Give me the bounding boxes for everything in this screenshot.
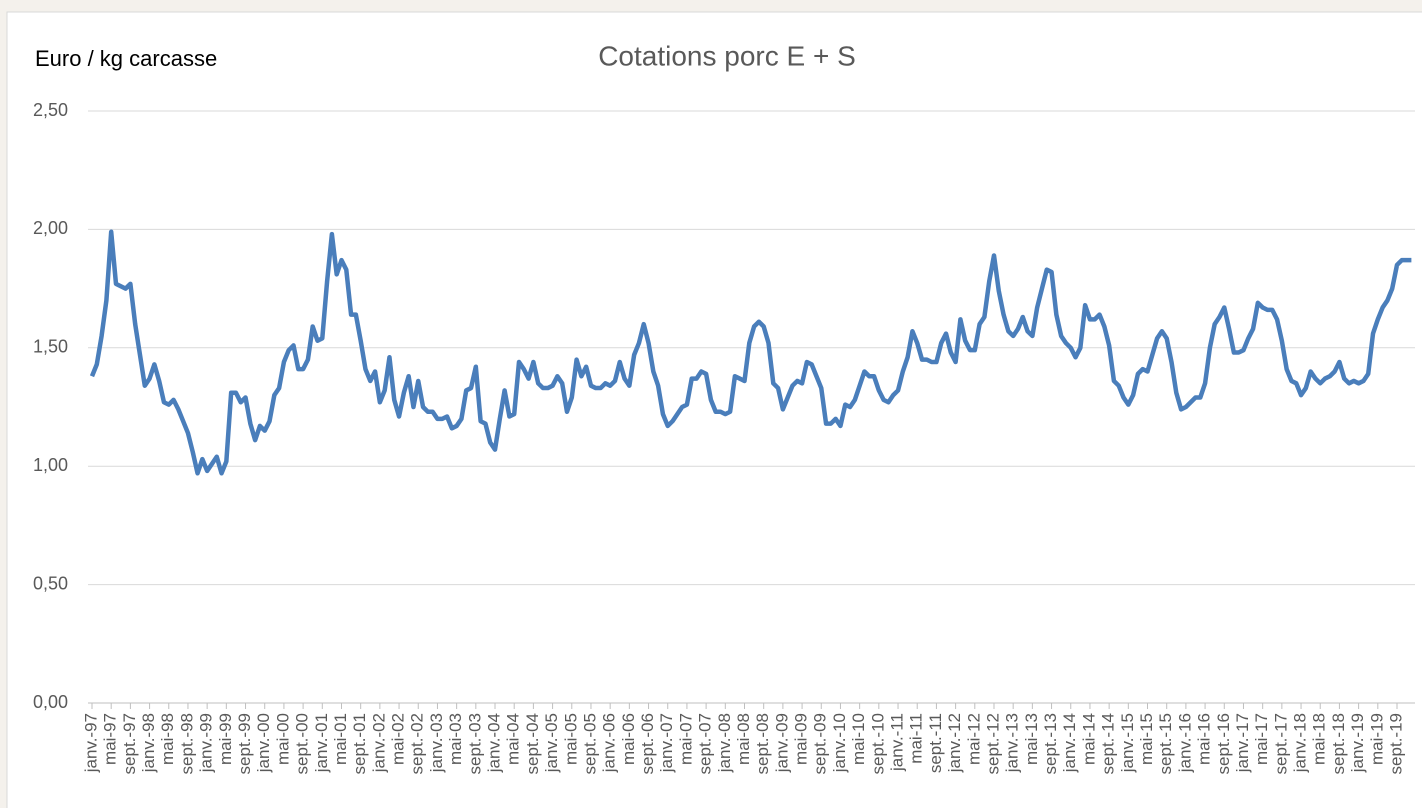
- x-tick-label: janv.-16: [1175, 713, 1194, 773]
- x-tick-label: janv.-03: [427, 713, 446, 773]
- x-tick-label: sept.-15: [1156, 713, 1175, 774]
- x-tick-label: sept.-06: [638, 713, 657, 774]
- x-tick-label: sept.-99: [235, 713, 254, 774]
- x-tick-label: janv.-14: [1060, 713, 1079, 773]
- x-tick-label: sept.-11: [926, 713, 945, 773]
- x-tick-label: mai-02: [389, 713, 408, 765]
- x-tick-label: sept.-14: [1099, 713, 1118, 774]
- x-tick-label: sept.-98: [177, 713, 196, 774]
- x-tick-label: sept.-13: [1041, 713, 1060, 774]
- y-axis-label: Euro / kg carcasse: [35, 46, 217, 71]
- x-tick-label: mai-97: [101, 713, 120, 765]
- x-tick-label: sept.-19: [1386, 713, 1405, 774]
- x-tick-label: mai-08: [734, 713, 753, 765]
- x-tick-label: mai-13: [1022, 713, 1041, 765]
- x-tick-label: janv.-04: [484, 713, 503, 773]
- x-tick-label: janv.-06: [600, 713, 619, 773]
- x-tick-label: sept.-03: [465, 713, 484, 774]
- x-tick-label: mai-04: [504, 713, 523, 765]
- y-tick-label: 0,50: [33, 573, 68, 593]
- x-tick-label: mai-18: [1310, 713, 1329, 765]
- x-tick-label: sept.-07: [696, 713, 715, 774]
- data-line: [89, 229, 1412, 476]
- x-tick-label: sept.-02: [408, 713, 427, 774]
- x-tick-label: mai-09: [792, 713, 811, 765]
- x-tick-label: janv.-07: [657, 713, 676, 773]
- x-tick-label: janv.-00: [254, 713, 273, 773]
- x-tick-label: sept.-17: [1271, 713, 1290, 774]
- x-tick-label: janv.-12: [945, 713, 964, 773]
- x-tick-label: janv.-97: [81, 713, 100, 773]
- x-tick-label: janv.-05: [542, 713, 561, 773]
- x-tick-label: sept.-08: [753, 713, 772, 774]
- x-tick-label: mai-19: [1367, 713, 1386, 765]
- x-tick-label: mai-06: [619, 713, 638, 765]
- y-tick-label: 2,00: [33, 218, 68, 238]
- x-tick-label: janv.-01: [312, 713, 331, 773]
- x-tick-label: janv.-08: [715, 713, 734, 773]
- x-tick-label: mai-03: [446, 713, 465, 765]
- y-tick-label: 1,00: [33, 455, 68, 475]
- x-tick-label: janv.-18: [1291, 713, 1310, 773]
- x-tick-label: mai-17: [1252, 713, 1271, 765]
- x-tick-label: janv.-10: [830, 713, 849, 773]
- y-tick-label: 2,50: [33, 100, 68, 120]
- x-tick-label: mai-11: [907, 713, 926, 764]
- x-tick-label: sept.-10: [868, 713, 887, 774]
- x-tick-label: sept.-09: [811, 713, 830, 774]
- x-tick-label: janv.-99: [197, 713, 216, 773]
- x-tick-label: sept.-12: [983, 713, 1002, 774]
- x-tick-label: mai-00: [273, 713, 292, 765]
- x-tick-label: sept.-16: [1214, 713, 1233, 774]
- chart-title: Cotations porc E + S: [598, 40, 856, 71]
- x-tick-label: janv.-15: [1118, 713, 1137, 773]
- x-tick-label: janv.-02: [369, 713, 388, 773]
- y-tick-label: 1,50: [33, 337, 68, 357]
- x-tick-label: sept.-05: [580, 713, 599, 774]
- y-tick-label: 0,00: [33, 692, 68, 712]
- x-tick-label: mai-05: [561, 713, 580, 765]
- x-tick-label: mai-10: [849, 713, 868, 765]
- x-tick-label: sept.-04: [523, 713, 542, 774]
- x-tick-label: mai-12: [964, 713, 983, 765]
- x-tick-label: sept.-18: [1329, 713, 1348, 774]
- x-tick-label: janv.-19: [1348, 713, 1367, 773]
- x-tick-label: mai-98: [158, 713, 177, 765]
- x-tick-label: mai-01: [331, 713, 350, 765]
- x-tick-label: janv.-98: [139, 713, 158, 773]
- x-tick-label: janv.-17: [1233, 713, 1252, 773]
- x-tick-label: janv.-13: [1003, 713, 1022, 773]
- x-tick-label: janv.-09: [772, 713, 791, 773]
- x-tick-label: mai-99: [216, 713, 235, 765]
- x-tick-label: sept.-01: [350, 713, 369, 774]
- x-tick-label: mai-14: [1079, 713, 1098, 765]
- x-tick-label: janv.-11: [888, 713, 907, 772]
- x-tick-label: mai-07: [676, 713, 695, 765]
- x-tick-label: mai-15: [1137, 713, 1156, 765]
- x-tick-label: sept.-97: [120, 713, 139, 774]
- x-tick-label: mai-16: [1195, 713, 1214, 765]
- x-tick-label: sept.-00: [293, 713, 312, 774]
